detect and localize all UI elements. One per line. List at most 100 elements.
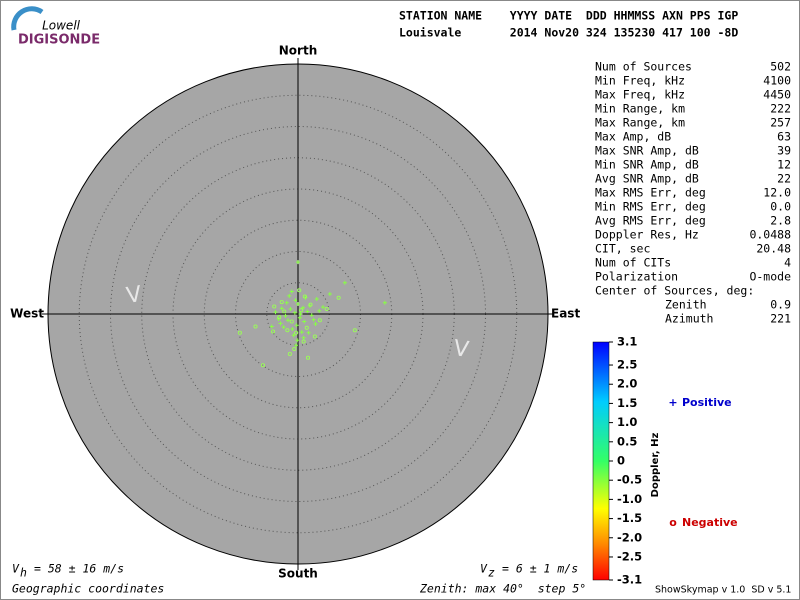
- point-positive: [309, 313, 314, 318]
- point-positive: [286, 318, 290, 323]
- velocity-marker: V: [125, 282, 143, 309]
- point-negative: [297, 288, 302, 293]
- vh-text: = 58 ± 16 m/s: [34, 562, 124, 576]
- header-line: STATION NAME YYYY DATE DDD HHMMSS AXN PP…: [399, 9, 738, 23]
- point-positive: [294, 343, 299, 348]
- stat-label: Avg RMS Err, deg: [595, 214, 706, 228]
- point-negative: [308, 302, 313, 307]
- point-positive: [314, 297, 319, 301]
- stat-label: Max SNR Amp, dB: [595, 144, 699, 158]
- colorbar-tick-label: -2.5: [617, 549, 642, 563]
- colorbar-tick-label: -1.5: [617, 511, 642, 525]
- legend-symbol: +: [668, 396, 677, 409]
- point-negative: [272, 304, 277, 309]
- point-positive: [296, 260, 300, 265]
- point-negative: [324, 306, 329, 312]
- point-positive: [273, 310, 278, 315]
- logo-arc: [11, 6, 44, 31]
- stat-value: 12.0: [763, 186, 791, 200]
- point-positive: [317, 308, 322, 313]
- point-positive: [342, 280, 347, 285]
- stat-value: 222: [770, 102, 791, 116]
- point-negative: [289, 319, 294, 324]
- colorbar-label: Doppler, Hz: [650, 433, 661, 498]
- vz-symbol: V: [480, 562, 488, 576]
- point-negative: [302, 294, 307, 299]
- stat-label: Max Amp, dB: [595, 130, 671, 144]
- point-positive: [299, 330, 304, 335]
- point-positive: [294, 323, 299, 328]
- direction-label: East: [551, 307, 580, 321]
- point-negative: [301, 339, 306, 344]
- point-positive: [287, 293, 292, 298]
- stat-value: 0.9: [770, 298, 791, 312]
- velocity-marker: V: [452, 336, 470, 363]
- stat-value: 63: [777, 130, 791, 144]
- direction-label: South: [278, 567, 318, 581]
- point-positive: [311, 317, 316, 322]
- point-positive: [284, 300, 289, 305]
- point-negative: [317, 318, 322, 323]
- legend-label: Positive: [682, 396, 732, 409]
- direction-label: North: [279, 44, 317, 58]
- vh-sub: h: [20, 566, 27, 580]
- colorbar-tick-label: 2.0: [617, 377, 637, 391]
- stat-value: 4100: [763, 74, 791, 88]
- stat-value: 0.0: [770, 200, 791, 214]
- direction-label: West: [10, 307, 44, 321]
- point-positive: [301, 305, 305, 310]
- stat-label: Doppler Res, Hz: [595, 228, 699, 242]
- stat-label: Max Range, km: [595, 116, 685, 130]
- point-positive: [382, 300, 387, 305]
- stat-value: 4450: [763, 88, 791, 102]
- point-negative: [287, 351, 292, 357]
- colorbar-tick-label: 0.5: [617, 434, 637, 448]
- colorbar-tick-label: 3.1: [617, 335, 637, 349]
- stat-label: Azimuth: [665, 312, 713, 326]
- colorbar-tick-label: -2.0: [617, 530, 642, 544]
- stat-label: Num of Sources: [595, 60, 692, 74]
- header-line: Louisvale 2014 Nov20 324 135230 417 100 …: [399, 26, 738, 40]
- stat-label: Max Freq, kHz: [595, 88, 685, 102]
- stat-value: 22: [777, 172, 791, 186]
- point-negative: [352, 328, 357, 333]
- colorbar-tick-label: 0: [617, 454, 625, 468]
- point-positive: [298, 312, 303, 316]
- stat-label: Min SNR Amp, dB: [595, 158, 699, 172]
- colorbar-tick-label: 1.5: [617, 396, 637, 410]
- stat-value: 4: [784, 256, 791, 270]
- vz-text: = 6 ± 1 m/s: [502, 562, 578, 576]
- point-negative: [277, 315, 282, 320]
- stat-value: 502: [770, 60, 791, 74]
- stat-value: 0.0488: [749, 228, 791, 242]
- stat-value: 257: [770, 116, 791, 130]
- legend-label: Negative: [682, 516, 738, 529]
- stat-value: 2.8: [770, 214, 791, 228]
- legend-symbol: o: [669, 516, 677, 529]
- point-negative: [285, 328, 290, 333]
- stat-label: Min RMS Err, deg: [595, 200, 706, 214]
- point-negative: [299, 308, 304, 313]
- point-positive: [302, 319, 307, 324]
- vz-sub: z: [488, 566, 495, 580]
- stat-value: O-mode: [749, 270, 791, 284]
- point-negative: [237, 330, 242, 335]
- point-negative: [253, 324, 258, 329]
- point-positive: [297, 315, 302, 320]
- coords-note: Geographic coordinates: [12, 582, 164, 596]
- stat-value: 221: [770, 312, 791, 326]
- point-positive: [290, 327, 295, 331]
- version: ShowSkymap v 1.0 SD v 5.1: [655, 585, 791, 596]
- point-positive: [292, 310, 297, 315]
- point-positive: [327, 292, 332, 296]
- point-negative: [292, 346, 297, 352]
- point-negative: [305, 355, 311, 360]
- point-negative: [304, 325, 309, 330]
- stat-label: CIT, sec: [595, 242, 650, 256]
- colorbar-tick-label: -3.1: [617, 573, 642, 587]
- point-negative: [279, 300, 284, 305]
- logo-top: Lowell: [42, 19, 81, 33]
- point-negative: [270, 329, 276, 334]
- stat-value: 12: [777, 158, 791, 172]
